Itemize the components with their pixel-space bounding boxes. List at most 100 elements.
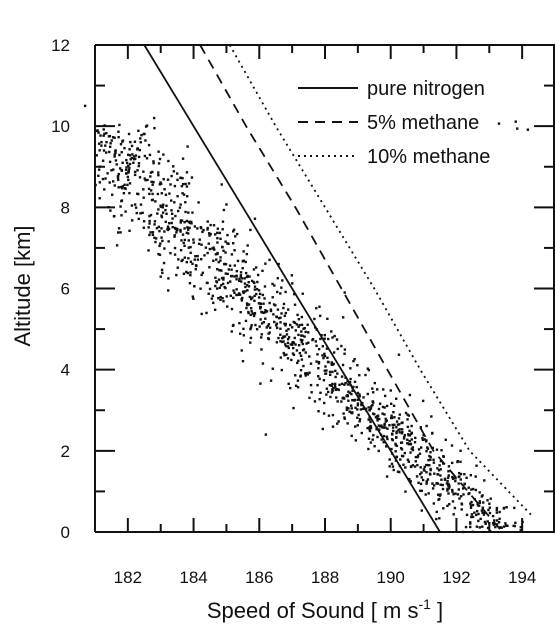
data-point [456, 459, 460, 463]
data-point [425, 471, 428, 474]
axes-frame [94, 44, 555, 533]
data-point [224, 240, 227, 243]
data-point [211, 247, 214, 250]
data-point [279, 333, 282, 336]
data-point [154, 200, 157, 203]
data-point [116, 174, 120, 178]
data-point [333, 382, 337, 386]
data-point [331, 413, 335, 417]
data-point [331, 388, 334, 391]
data-point [233, 264, 236, 267]
data-point [136, 169, 139, 172]
data-point [391, 433, 394, 436]
data-point [297, 359, 300, 363]
data-point [159, 242, 162, 245]
data-point [138, 176, 142, 179]
data-point [268, 331, 271, 334]
data-point [342, 412, 345, 415]
data-point [395, 425, 398, 429]
y-tick-label: 8 [61, 198, 70, 217]
data-point [135, 211, 138, 215]
data-point [179, 230, 182, 233]
data-point [266, 324, 270, 328]
y-axis-label: Altitude [km] [10, 225, 35, 346]
data-point [427, 458, 430, 462]
data-point [391, 423, 394, 427]
data-point [431, 482, 434, 485]
data-point [176, 227, 179, 231]
data-point [267, 323, 271, 326]
data-point [258, 292, 262, 296]
data-point [377, 449, 380, 453]
data-point [474, 513, 478, 517]
data-point [400, 428, 404, 431]
data-point [297, 318, 301, 321]
x-tick-label: 188 [311, 568, 339, 587]
data-point [152, 180, 155, 184]
data-point [354, 439, 358, 442]
data-point [164, 193, 168, 196]
data-point [395, 455, 399, 459]
data-point [129, 158, 132, 161]
data-point [249, 326, 253, 329]
data-point [102, 134, 105, 137]
data-point [153, 126, 156, 130]
data-point [105, 140, 108, 144]
data-point [264, 309, 267, 312]
data-point [187, 211, 190, 214]
data-point [446, 484, 450, 487]
data-point [197, 201, 200, 204]
data-point [471, 530, 475, 534]
data-point [521, 520, 524, 524]
data-point [470, 488, 473, 491]
data-point [235, 278, 238, 281]
data-point [219, 298, 222, 302]
data-point [265, 310, 269, 313]
data-point [167, 227, 171, 231]
data-point [350, 407, 353, 410]
data-point [294, 384, 298, 387]
data-point [474, 488, 478, 492]
data-point [176, 209, 180, 213]
axis-ticks: 182 184 186 188 190 192 194 0 2 4 6 8 10 12 [51, 36, 555, 587]
data-point [165, 212, 168, 216]
data-point [309, 362, 313, 365]
data-point [230, 307, 234, 311]
data-point [106, 172, 109, 175]
data-point [157, 208, 160, 211]
data-point [137, 192, 140, 196]
data-point [108, 181, 111, 184]
data-point [323, 337, 326, 340]
data-point [471, 503, 475, 507]
data-point [488, 502, 491, 505]
data-point [268, 326, 272, 329]
data-point [119, 231, 122, 234]
data-point [372, 434, 375, 437]
data-point [147, 187, 151, 191]
data-point [358, 420, 361, 423]
data-point [322, 379, 326, 382]
data-point [441, 487, 445, 491]
data-point [216, 267, 219, 271]
data-point [392, 410, 395, 414]
data-point [237, 292, 241, 295]
y-tick-label: 4 [61, 361, 70, 380]
data-point [249, 327, 252, 331]
data-point [281, 279, 284, 282]
data-point [465, 476, 468, 480]
data-point [300, 340, 303, 344]
data-point [259, 306, 262, 309]
data-point [318, 305, 321, 308]
data-point [354, 406, 357, 410]
data-point [246, 244, 249, 247]
data-point [347, 399, 350, 402]
data-point [512, 524, 515, 528]
data-point [141, 211, 144, 215]
data-point [419, 466, 422, 469]
data-point [101, 177, 105, 181]
data-point [392, 404, 396, 408]
data-point [348, 410, 351, 413]
data-point [277, 336, 280, 340]
data-point [127, 132, 131, 136]
data-point [328, 384, 332, 387]
